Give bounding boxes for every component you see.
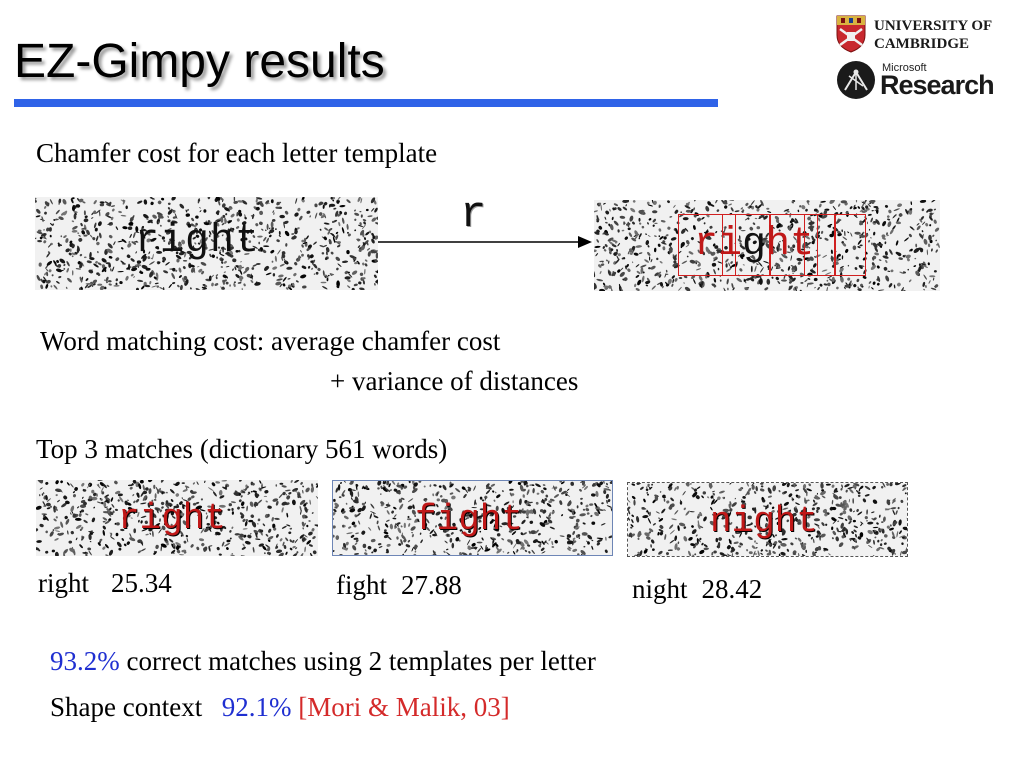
- input-captcha-image: right: [35, 197, 378, 290]
- msr-small-text: Microsoft: [882, 62, 927, 74]
- match-caption-3: night 28.42: [632, 574, 762, 605]
- match-word-3: night: [710, 501, 819, 542]
- match-word-1: right: [118, 498, 227, 539]
- shape-context-percentage: 92.1%: [221, 692, 292, 722]
- msr-big-text: Research: [880, 70, 995, 100]
- matched-letter: t: [790, 222, 815, 267]
- university-logo: UNIVERSITY OF CAMBRIDGE: [836, 15, 1016, 57]
- match-caption-1: right 25.34: [38, 568, 172, 599]
- match-score-2: 27.88: [401, 570, 462, 600]
- match-score-3: 28.42: [701, 574, 763, 604]
- input-captcha-word: right: [135, 219, 261, 264]
- shape-context-reference: [Mori & Malik, 03]: [298, 692, 510, 722]
- shape-context-label: Shape context: [50, 692, 203, 722]
- arrow-icon: [378, 236, 592, 248]
- match-score-1: 25.34: [111, 568, 172, 598]
- matched-captcha-image: right: [594, 200, 940, 291]
- matched-letter: r: [694, 222, 719, 267]
- matched-letter: h: [766, 222, 791, 267]
- match-image-3: night: [627, 482, 908, 557]
- letter-box: [770, 214, 818, 276]
- word-cost-line2: + variance of distances: [330, 366, 579, 396]
- top3-heading: Top 3 matches (dictionary 561 words): [36, 434, 448, 464]
- title-underline: [14, 99, 718, 107]
- match-word-2: fight: [415, 499, 524, 540]
- match-caption-2: fight 27.88: [336, 570, 462, 601]
- match-label-1: right: [38, 568, 89, 598]
- letter-box: [678, 214, 736, 276]
- match-label-3: night: [632, 574, 688, 604]
- university-line1: UNIVERSITY OF: [874, 18, 993, 34]
- matched-letter: g: [742, 222, 767, 267]
- shield-icon: [836, 15, 866, 53]
- msr-emblem-icon: [837, 61, 875, 99]
- result-text: correct matches using 2 templates per le…: [126, 646, 596, 676]
- template-letter: r: [460, 190, 487, 240]
- result-percentage: 93.2%: [50, 646, 120, 676]
- slide-title: EZ-Gimpy results: [14, 35, 385, 88]
- chamfer-heading: Chamfer cost for each letter template: [36, 138, 438, 168]
- letter-box: [722, 214, 770, 276]
- matched-letter: i: [718, 222, 743, 267]
- word-cost-line1: Word matching cost: average chamfer cost: [40, 326, 501, 356]
- match-label-2: fight: [336, 570, 387, 600]
- letter-box-overlay: [678, 214, 868, 276]
- match-image-2: fight: [332, 480, 613, 556]
- university-line2: CAMBRIDGE: [874, 36, 970, 52]
- shape-context-line: Shape context 92.1% [Mori & Malik, 03]: [50, 692, 510, 723]
- result-line: 93.2% correct matches using 2 templates …: [50, 646, 596, 677]
- letter-box: [804, 214, 836, 276]
- matched-captcha-word: right: [694, 222, 814, 267]
- letter-box: [834, 214, 866, 276]
- match-image-1: right: [36, 480, 318, 556]
- microsoft-research-logo: Microsoft Research: [836, 60, 1016, 104]
